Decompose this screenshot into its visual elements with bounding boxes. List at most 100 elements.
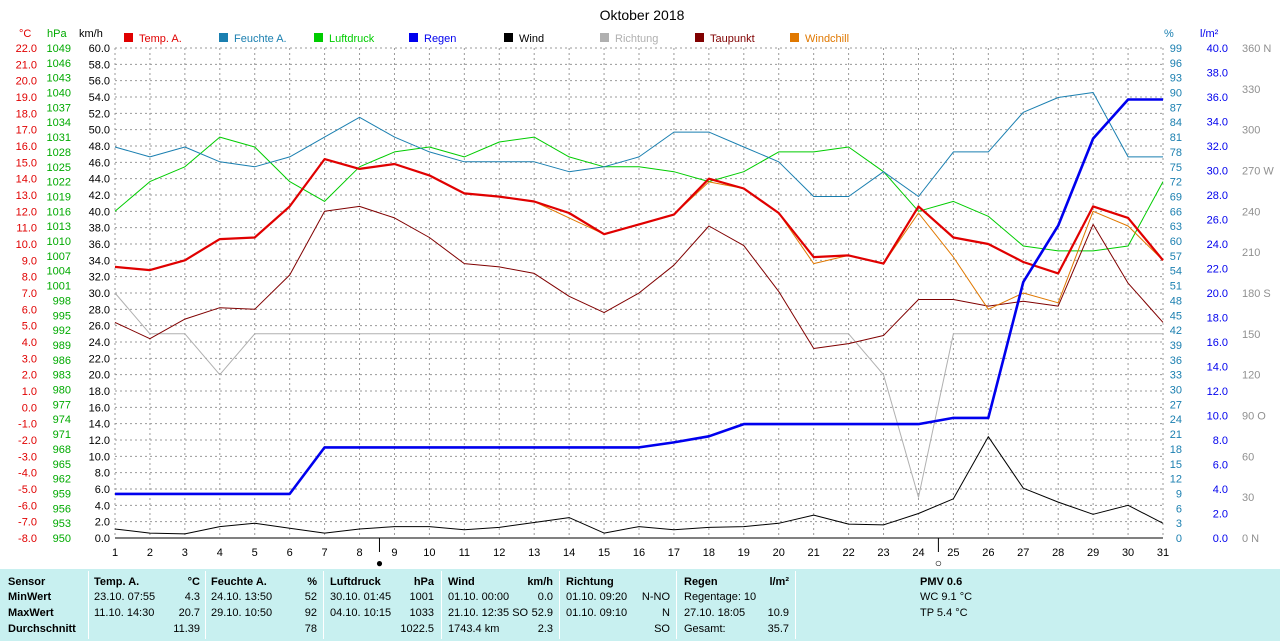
direction_deg-tick-label: 120 [1242, 370, 1260, 382]
rain_lm2-tick-label: 20.0 [1207, 288, 1228, 300]
stats-rain-unit: l/m² [769, 576, 789, 588]
x-tick-label: 9 [391, 547, 397, 559]
wind_kmh-tick-label: 30.0 [89, 288, 110, 300]
legend-label: Luftdruck [329, 33, 375, 45]
direction_deg-tick-label: 150 [1242, 329, 1260, 341]
stats-temp-max-val: 20.7 [178, 607, 200, 619]
wind_kmh-tick-label: 50.0 [89, 125, 110, 137]
x-tick-label: 27 [1017, 547, 1029, 559]
legend-swatch [409, 33, 418, 42]
x-tick-label: 3 [182, 547, 188, 559]
rain_lm2-tick-label: 28.0 [1207, 190, 1228, 202]
x-tick-label: 21 [808, 547, 820, 559]
direction_deg-tick-label: 270 W [1242, 166, 1274, 178]
weather-chart: Oktober 2018 Temp. A. Feuchte A. Luftdruck… [0, 0, 1280, 569]
pressure_hpa-tick-label: 992 [53, 325, 71, 337]
stats-dir-max-time: 01.10. 09:10 [566, 607, 628, 619]
wind_kmh-tick-label: 58.0 [89, 59, 110, 71]
legend-swatch [504, 33, 513, 42]
humidity_pct-tick-label: 36 [1170, 355, 1182, 367]
direction_deg-tick-label: 330 [1242, 84, 1260, 96]
stats-hum-unit: % [307, 576, 317, 588]
wind_kmh-tick-label: 8.0 [95, 468, 110, 480]
temp_c-tick-label: 14.0 [16, 174, 37, 186]
legend-swatch [695, 33, 704, 42]
stats-wind-header: Wind [448, 576, 475, 588]
wind_kmh-tick-label: 38.0 [89, 223, 110, 235]
pressure_hpa-tick-label: 998 [53, 295, 71, 307]
rain_lm2-tick-label: 4.0 [1213, 484, 1228, 496]
humidity_pct-tick-label: 24 [1170, 414, 1182, 426]
pressure_hpa-tick-label: 1049 [47, 43, 71, 55]
humidity_pct-tick-label: 84 [1170, 117, 1182, 129]
temp_c-tick-label: 18.0 [16, 108, 37, 120]
legend-swatch [790, 33, 799, 42]
legend-label: Taupunkt [710, 33, 755, 45]
stats-dir-avg: SO [654, 623, 670, 635]
stats-separator [205, 571, 206, 639]
rain_lm2-tick-label: 34.0 [1207, 117, 1228, 129]
x-tick-label: 23 [877, 547, 889, 559]
x-tick-label: 14 [563, 547, 575, 559]
temp_c-tick-label: 0.0 [22, 402, 37, 414]
stats-press-unit: hPa [413, 576, 434, 588]
humidity_pct-tick-label: 99 [1170, 43, 1182, 55]
stats-separator [441, 571, 442, 639]
pressure_hpa-tick-label: 986 [53, 355, 71, 367]
series-line-taupunkt [114, 205, 1164, 349]
temp_c-tick-label: -7.0 [18, 517, 37, 529]
temp_c-tick-label: 13.0 [16, 190, 37, 202]
stats-direction-col: Richtung 01.10. 09:20 N-NO 01.10. 09:10 … [566, 569, 670, 641]
pressure_hpa-tick-label: 974 [53, 414, 71, 426]
chart-title: Oktober 2018 [600, 7, 685, 23]
stats-separator [559, 571, 560, 639]
rain_lm2-tick-label: 38.0 [1207, 68, 1228, 80]
wind_kmh-tick-label: 28.0 [89, 304, 110, 316]
chart-background [0, 0, 1280, 569]
axis-units: °C hPa km/h % l/m² [19, 28, 1219, 40]
stats-wind-avg: 2.3 [537, 623, 553, 635]
stats-dir-header: Richtung [566, 576, 614, 588]
rain_lm2-tick-label: 22.0 [1207, 264, 1228, 276]
x-tick-label: 6 [287, 547, 293, 559]
stats-press-header: Luftdruck [330, 576, 381, 588]
stats-wind-distance: 1743.4 km [448, 623, 500, 635]
temp_c-tick-label: -8.0 [18, 533, 37, 545]
legend-label: Richtung [615, 33, 658, 45]
wind_kmh-tick-label: 4.0 [95, 500, 110, 512]
rain_lm2-tick-label: 32.0 [1207, 141, 1228, 153]
pressure_hpa-tick-label: 1025 [47, 162, 71, 174]
wind_kmh-tick-label: 12.0 [89, 435, 110, 447]
humidity_pct-tick-label: 12 [1170, 474, 1182, 486]
rain-unit: l/m² [1200, 28, 1219, 40]
stats-sensor-col: Sensor MinWert MaxWert Durchschnitt [8, 569, 88, 641]
wind_kmh-tick-label: 10.0 [89, 451, 110, 463]
chart-series [114, 92, 1164, 535]
wind_kmh-tick-label: 26.0 [89, 321, 110, 333]
x-tick-label: 4 [217, 547, 223, 559]
pressure_hpa-tick-label: 983 [53, 370, 71, 382]
pressure_hpa-tick-label: 968 [53, 444, 71, 456]
direction_deg-tick-label: 0 N [1242, 533, 1259, 545]
direction_deg-tick-label: 60 [1242, 451, 1254, 463]
temp_c-tick-label: -1.0 [18, 419, 37, 431]
stats-temp-avg: 11.39 [173, 623, 200, 635]
stats-temp-col: Temp. A. °C 23.10. 07:55 4.3 11.10. 14:3… [94, 569, 200, 641]
humidity_pct-tick-label: 42 [1170, 325, 1182, 337]
wind_kmh-tick-label: 20.0 [89, 370, 110, 382]
direction_deg-tick-label: 30 [1242, 492, 1254, 504]
pressure_hpa-tick-label: 965 [53, 459, 71, 471]
stats-press-max-val: 1033 [409, 607, 434, 619]
series-line-richtung [114, 292, 1163, 498]
humidity_pct-tick-label: 90 [1170, 88, 1182, 100]
x-tick-label: 30 [1122, 547, 1134, 559]
rain_lm2-tick-label: 24.0 [1207, 239, 1228, 251]
x-tick-label: 12 [493, 547, 505, 559]
pressure_hpa-tick-label: 1010 [47, 236, 71, 248]
humidity_pct-tick-label: 66 [1170, 206, 1182, 218]
pressure_hpa-tick-label: 1013 [47, 221, 71, 233]
legend-swatch [124, 33, 133, 42]
rain_lm2-tick-label: 36.0 [1207, 92, 1228, 104]
chart-markers: ● ○ [376, 538, 942, 569]
temp_c-tick-label: 17.0 [16, 125, 37, 137]
